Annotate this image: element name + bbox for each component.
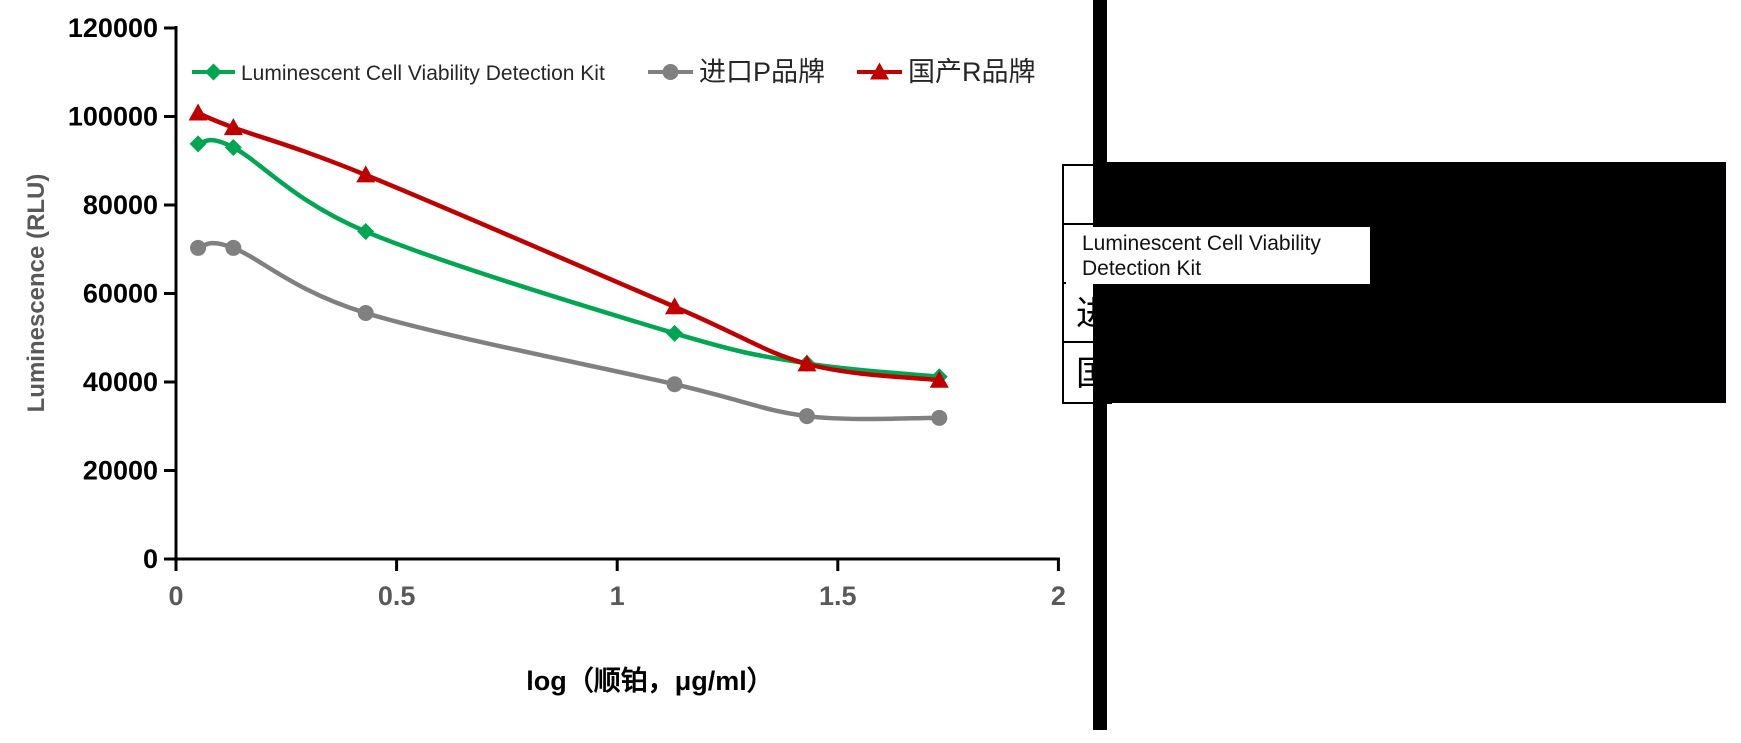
series-marker-0: [666, 324, 684, 342]
series-marker-1: [190, 239, 207, 256]
legend-marker-1: [662, 64, 679, 80]
y-tick-label: 100000: [68, 102, 158, 132]
series-marker-0: [224, 138, 242, 156]
series-marker-2: [356, 165, 376, 183]
y-axis-title: Luminescence (RLU): [23, 174, 50, 413]
y-tick-label: 60000: [83, 279, 158, 309]
series-marker-1: [931, 409, 948, 426]
series-marker-2: [797, 354, 817, 372]
kit-label-text: Luminescent Cell Viability Detection Kit: [1082, 232, 1321, 280]
table-cell-kit-label: Luminescent Cell Viability Detection Kit: [1066, 227, 1370, 284]
x-tick-label: 0.5: [378, 581, 416, 611]
series-marker-2: [188, 103, 208, 121]
y-tick-label: 40000: [83, 367, 158, 397]
series-marker-2: [929, 370, 949, 388]
y-tick-label: 20000: [83, 456, 158, 486]
series-marker-2: [223, 118, 243, 136]
series-marker-1: [357, 304, 374, 321]
x-tick-label: 2: [1051, 581, 1066, 611]
series-line-0: [195, 137, 942, 379]
y-tick-label: 80000: [83, 190, 158, 220]
series-marker-0: [189, 135, 207, 153]
series-line-2: [195, 110, 942, 383]
series-marker-1: [225, 239, 242, 256]
y-tick-label: 0: [143, 544, 158, 574]
x-tick-label: 1.5: [819, 581, 857, 611]
series-marker-1: [666, 376, 683, 393]
series-line-1: [195, 240, 942, 422]
legend-marker-0: [205, 63, 222, 81]
y-tick-label: 120000: [68, 13, 158, 43]
table-row-import-p: [1064, 284, 1110, 343]
series-marker-0: [357, 223, 375, 241]
legend-marker-2: [870, 62, 889, 80]
x-axis-title: log（顺铂，μg/ml）: [526, 665, 774, 696]
legend-label-1: 进口P品牌: [699, 57, 825, 87]
series-marker-2: [665, 297, 685, 315]
legend-label-0: Luminescent Cell Viability Detection Kit: [241, 62, 605, 85]
x-tick-label: 0: [168, 581, 183, 611]
x-tick-label: 1: [610, 581, 625, 611]
legend-label-2: 国产R品牌: [908, 57, 1036, 87]
table-row-header: [1064, 166, 1110, 225]
series-marker-1: [798, 408, 815, 425]
